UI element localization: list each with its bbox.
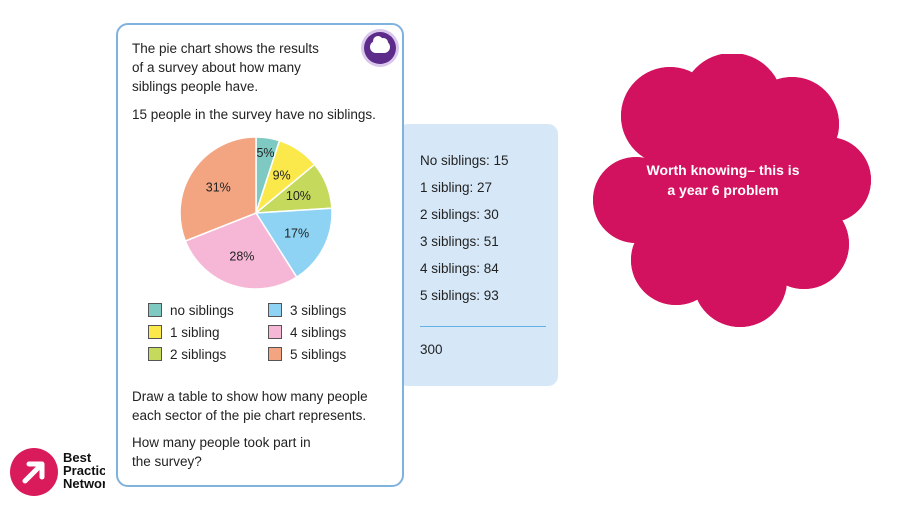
answer-2-siblings: 2 siblings: 30 — [420, 207, 499, 222]
pie-label: 17% — [284, 227, 309, 241]
logo-arrow-icon — [10, 448, 58, 496]
legend-3-siblings: 3 siblings — [268, 301, 346, 321]
legend-swatch — [268, 325, 282, 339]
legend-label: 4 siblings — [290, 325, 347, 340]
answers-divider — [420, 326, 546, 327]
legend-label: 3 siblings — [290, 303, 347, 318]
question-task-line-2: each sector of the pie chart represents. — [132, 408, 367, 423]
answer-1-sibling: 1 sibling: 27 — [420, 180, 493, 195]
pie-slice-3-siblings — [254, 207, 333, 279]
pie-chart: 5% 9% 10% 17% 28% 31% — [179, 136, 333, 290]
callout-line-1: Worth knowing– this is — [646, 162, 800, 178]
legend-swatch — [148, 347, 162, 361]
legend-no-siblings: no siblings — [148, 301, 234, 321]
pie-slice-5-siblings — [179, 136, 257, 242]
pie-label: 10% — [286, 189, 311, 203]
logo-line-2: Practice — [63, 463, 105, 478]
legend-label: 5 siblings — [290, 347, 347, 362]
pie-label: 9% — [273, 168, 291, 182]
legend-5-siblings: 5 siblings — [268, 345, 346, 365]
question-followup-line-1: How many people took part in — [132, 435, 311, 450]
legend-label: no siblings — [170, 303, 234, 318]
answer-no-siblings: No siblings: 15 — [420, 153, 509, 168]
answers-panel — [398, 124, 558, 386]
question-intro-line-1: The pie chart shows the results — [132, 41, 319, 56]
callout-cloud — [591, 54, 873, 329]
legend-label: 1 sibling — [170, 325, 220, 340]
pie-label: 31% — [206, 180, 231, 194]
legend-swatch — [268, 303, 282, 317]
question-fact: 15 people in the survey have no siblings… — [132, 107, 376, 122]
legend-2-siblings: 2 siblings — [148, 345, 226, 365]
pie-label: 28% — [229, 249, 254, 263]
legend-1-sibling: 1 sibling — [148, 323, 220, 343]
question-card: The pie chart shows the results of a sur… — [116, 23, 404, 487]
pie-slice-4-siblings — [184, 212, 298, 290]
question-followup-line-2: the survey? — [132, 454, 202, 469]
legend-4-siblings: 4 siblings — [268, 323, 346, 343]
legend-swatch — [148, 325, 162, 339]
pie-label: 5% — [256, 146, 274, 160]
pie-legend: no siblings 3 siblings 1 sibling 4 sibli… — [148, 301, 388, 371]
question-task-line-1: Draw a table to show how many people — [132, 389, 368, 404]
logo-text: Best Practice Network — [63, 451, 105, 490]
thought-cloud-icon — [364, 32, 396, 64]
answer-4-siblings: 4 siblings: 84 — [420, 261, 499, 276]
question-intro-line-3: siblings people have. — [132, 79, 259, 94]
answers-list: No siblings: 15 1 sibling: 27 2 siblings… — [420, 152, 509, 314]
logo-line-1: Best — [63, 451, 92, 465]
question-intro-line-2: of a survey about how many — [132, 60, 301, 75]
answers-total: 300 — [420, 342, 443, 357]
logo-line-3: Network — [63, 476, 105, 490]
legend-swatch — [268, 347, 282, 361]
answer-5-siblings: 5 siblings: 93 — [420, 288, 499, 303]
legend-swatch — [148, 303, 162, 317]
callout-line-2: a year 6 problem — [667, 182, 779, 198]
answer-3-siblings: 3 siblings: 51 — [420, 234, 499, 249]
legend-label: 2 siblings — [170, 347, 227, 362]
callout-text: Worth knowing– this is a year 6 problem — [626, 160, 820, 200]
